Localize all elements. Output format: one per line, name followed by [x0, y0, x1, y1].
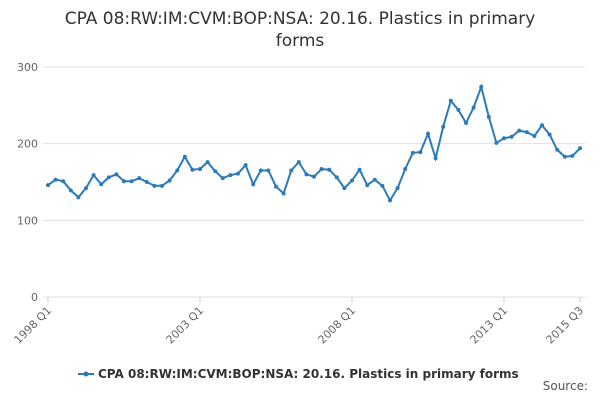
point [289, 168, 294, 173]
point [137, 176, 142, 181]
point [236, 171, 240, 176]
point [274, 184, 278, 189]
point [502, 136, 506, 141]
point [441, 124, 446, 129]
legend-label: CPA 08:RW:IM:CVM:BOP:NSA: 20.16. Plastic… [98, 367, 519, 381]
point [562, 154, 567, 159]
point [524, 130, 529, 135]
point [129, 179, 134, 184]
point [144, 180, 149, 184]
point [426, 131, 430, 136]
point [213, 169, 218, 174]
point [418, 150, 423, 155]
source: Source: [543, 379, 588, 393]
point [319, 166, 324, 171]
x-tick-label: 1998 Q1 [12, 304, 55, 347]
point [114, 172, 119, 177]
point [517, 128, 522, 133]
y-tick-label: 100 [17, 214, 38, 227]
point [334, 175, 339, 180]
point [479, 84, 484, 89]
point [53, 177, 58, 182]
point [258, 168, 263, 173]
y-tick-label: 0 [31, 291, 38, 304]
point [509, 134, 514, 139]
point [76, 195, 81, 200]
point [433, 156, 438, 161]
x-tick-label: 2013 Q1 [468, 304, 511, 347]
point [547, 132, 552, 137]
point [342, 186, 347, 191]
point [540, 123, 544, 128]
point [182, 154, 187, 159]
y-tick-label: 200 [17, 138, 38, 151]
point [91, 173, 96, 178]
point [99, 182, 104, 187]
point [167, 178, 172, 183]
point [205, 160, 210, 165]
point [578, 146, 582, 151]
point [456, 107, 461, 112]
point [296, 160, 301, 165]
point [448, 98, 453, 103]
point [175, 168, 180, 173]
legend-marker [83, 371, 89, 377]
point [84, 186, 88, 191]
point [122, 179, 126, 184]
point [365, 183, 370, 188]
point [357, 167, 362, 172]
point [532, 134, 537, 138]
point [372, 177, 377, 182]
point [220, 176, 225, 181]
point [388, 198, 392, 203]
point [251, 182, 256, 187]
point [61, 179, 66, 184]
point [471, 105, 476, 110]
point [327, 167, 332, 172]
point [312, 174, 316, 179]
point [486, 114, 491, 119]
point [243, 163, 248, 168]
point [160, 183, 164, 188]
point [350, 178, 354, 183]
point [410, 150, 415, 155]
point [106, 175, 111, 180]
point [494, 140, 499, 145]
point [304, 172, 309, 177]
point [570, 153, 575, 158]
point [46, 183, 50, 188]
y-tick-label: 300 [17, 61, 38, 74]
point [68, 188, 73, 193]
point [395, 186, 400, 191]
x-tick-label: 2015 Q3 [544, 304, 587, 347]
x-tick-label: 2008 Q1 [316, 304, 359, 347]
point [198, 166, 202, 171]
point [190, 167, 195, 172]
point [380, 183, 385, 188]
point [281, 191, 286, 196]
x-tick-label: 2003 Q1 [164, 304, 207, 347]
chart-title: CPA 08:RW:IM:CVM:BOP:NSA: 20.16. Plastic… [64, 9, 536, 51]
point [555, 147, 560, 152]
point [464, 120, 468, 125]
point [403, 166, 408, 171]
point [152, 183, 157, 188]
point [266, 168, 271, 173]
point [228, 173, 233, 178]
